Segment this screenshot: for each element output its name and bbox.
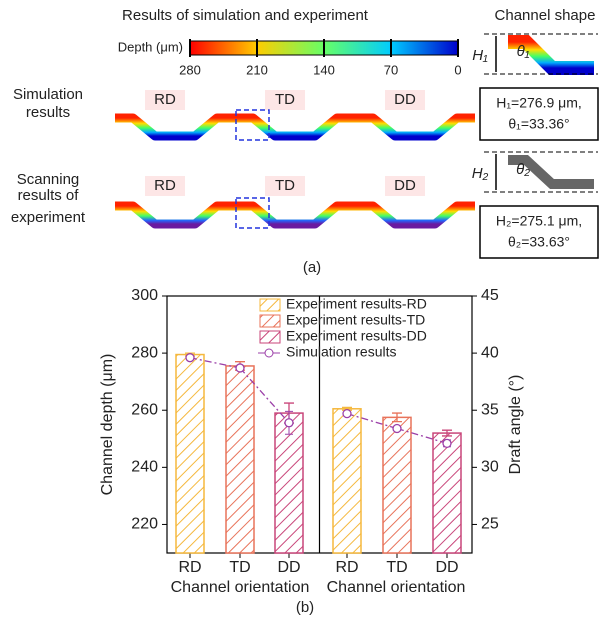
shape-value: H₁=276.9 μm, (496, 95, 582, 111)
legend-marker (264, 348, 274, 358)
sim-point (442, 438, 452, 448)
x-tick-label: RD (335, 559, 358, 576)
sim-line (346, 413, 398, 430)
colorbar-tick-label: 140 (313, 62, 335, 77)
legend-label: Experiment results-TD (286, 312, 425, 328)
bar (225, 365, 255, 554)
row-label: Simulation (13, 86, 83, 103)
x-tick-label: DD (435, 559, 458, 576)
x-axis-title: Channel orientation (327, 579, 466, 596)
colorbar-tick-label: 70 (384, 62, 398, 77)
bar (332, 408, 362, 554)
y2-tick-label: 40 (481, 344, 499, 361)
bar (382, 416, 412, 554)
y-tick-label: 220 (131, 516, 158, 533)
channel-profile (355, 201, 475, 229)
channel-profile (355, 113, 475, 141)
shape-value: H₂=275.1 μm, (496, 213, 582, 229)
y-tick-label: 260 (131, 401, 158, 418)
panel-label: (b) (296, 599, 314, 616)
orientation-tag (145, 176, 185, 196)
orientation-tag (265, 90, 305, 110)
y-tick-label: 300 (131, 287, 158, 304)
orientation-label: RD (154, 91, 176, 108)
depth-label: Depth (μm) (118, 39, 183, 54)
legend-label: Simulation results (286, 344, 397, 360)
x-axis-title: Channel orientation (171, 579, 310, 596)
highlight-box (235, 109, 270, 141)
error-bar (392, 412, 402, 423)
colorbar-tick-label: 210 (246, 62, 268, 77)
legend-label: Experiment results-DD (286, 328, 427, 344)
y-axis-title: Channel depth (μm) (99, 354, 116, 496)
y2-tick-label: 25 (481, 516, 499, 533)
orientation-label: RD (154, 177, 176, 194)
channel-profile (235, 113, 355, 141)
y-tick-label: 280 (131, 344, 158, 361)
panel-label: (a) (303, 259, 321, 276)
legend-swatch (259, 298, 281, 312)
x-tick-label: TD (386, 559, 407, 576)
legend-swatch (259, 330, 281, 344)
shape-symbol: θ₁ (517, 43, 530, 60)
error-bar (442, 429, 452, 437)
channel-profile (115, 201, 235, 229)
sim-point (342, 408, 352, 419)
channel-profile (115, 113, 235, 141)
orientation-label: TD (275, 177, 295, 194)
orientation-tag (385, 176, 425, 196)
shape-symbol: θ₂ (516, 161, 530, 178)
shape-profile (508, 35, 594, 75)
bar (175, 353, 205, 554)
sim-point (185, 353, 195, 363)
sim-point (392, 423, 402, 434)
y2-tick-label: 30 (481, 459, 499, 476)
x-tick-label: DD (277, 559, 300, 576)
row-label: results of (18, 187, 80, 204)
y2-tick-label: 35 (481, 401, 499, 418)
orientation-label: DD (394, 177, 416, 194)
sim-point (235, 363, 245, 373)
colorbar-tick-label: 0 (454, 62, 461, 77)
sim-line (189, 357, 241, 369)
sim-line (239, 367, 290, 424)
highlight-box (235, 197, 270, 229)
shape-symbol: H₁ (472, 47, 488, 64)
row-label: experiment (11, 209, 86, 226)
colorbar-tick-label: 280 (179, 62, 201, 77)
bar (274, 412, 304, 554)
shape-title: Channel shape (495, 7, 596, 24)
shape-profile (508, 155, 594, 189)
shape-box (479, 87, 599, 141)
legend-label: Experiment results-RD (286, 296, 427, 312)
shape-box (479, 205, 599, 259)
orientation-label: TD (275, 91, 295, 108)
row-label: results (26, 104, 70, 121)
orientation-tag (145, 90, 185, 110)
sim-line (396, 427, 448, 444)
orientation-tag (265, 176, 305, 196)
y-tick-label: 240 (131, 459, 158, 476)
panel-a-title: Results of simulation and experiment (122, 7, 369, 24)
x-tick-label: RD (178, 559, 201, 576)
shape-value: θ₂=33.63° (508, 234, 570, 250)
y2-tick-label: 45 (481, 287, 499, 304)
shape-value: θ₁=33.36° (508, 116, 569, 132)
y2-axis-title: Draft angle (°) (507, 375, 524, 475)
orientation-label: DD (394, 91, 416, 108)
row-label: Scanning (17, 171, 80, 188)
channel-profile (235, 201, 355, 229)
shape-symbol: H₂ (472, 165, 489, 182)
legend-swatch (259, 314, 281, 328)
sim-point (284, 418, 294, 428)
x-tick-label: TD (229, 559, 250, 576)
bar (432, 432, 462, 554)
orientation-tag (385, 90, 425, 110)
